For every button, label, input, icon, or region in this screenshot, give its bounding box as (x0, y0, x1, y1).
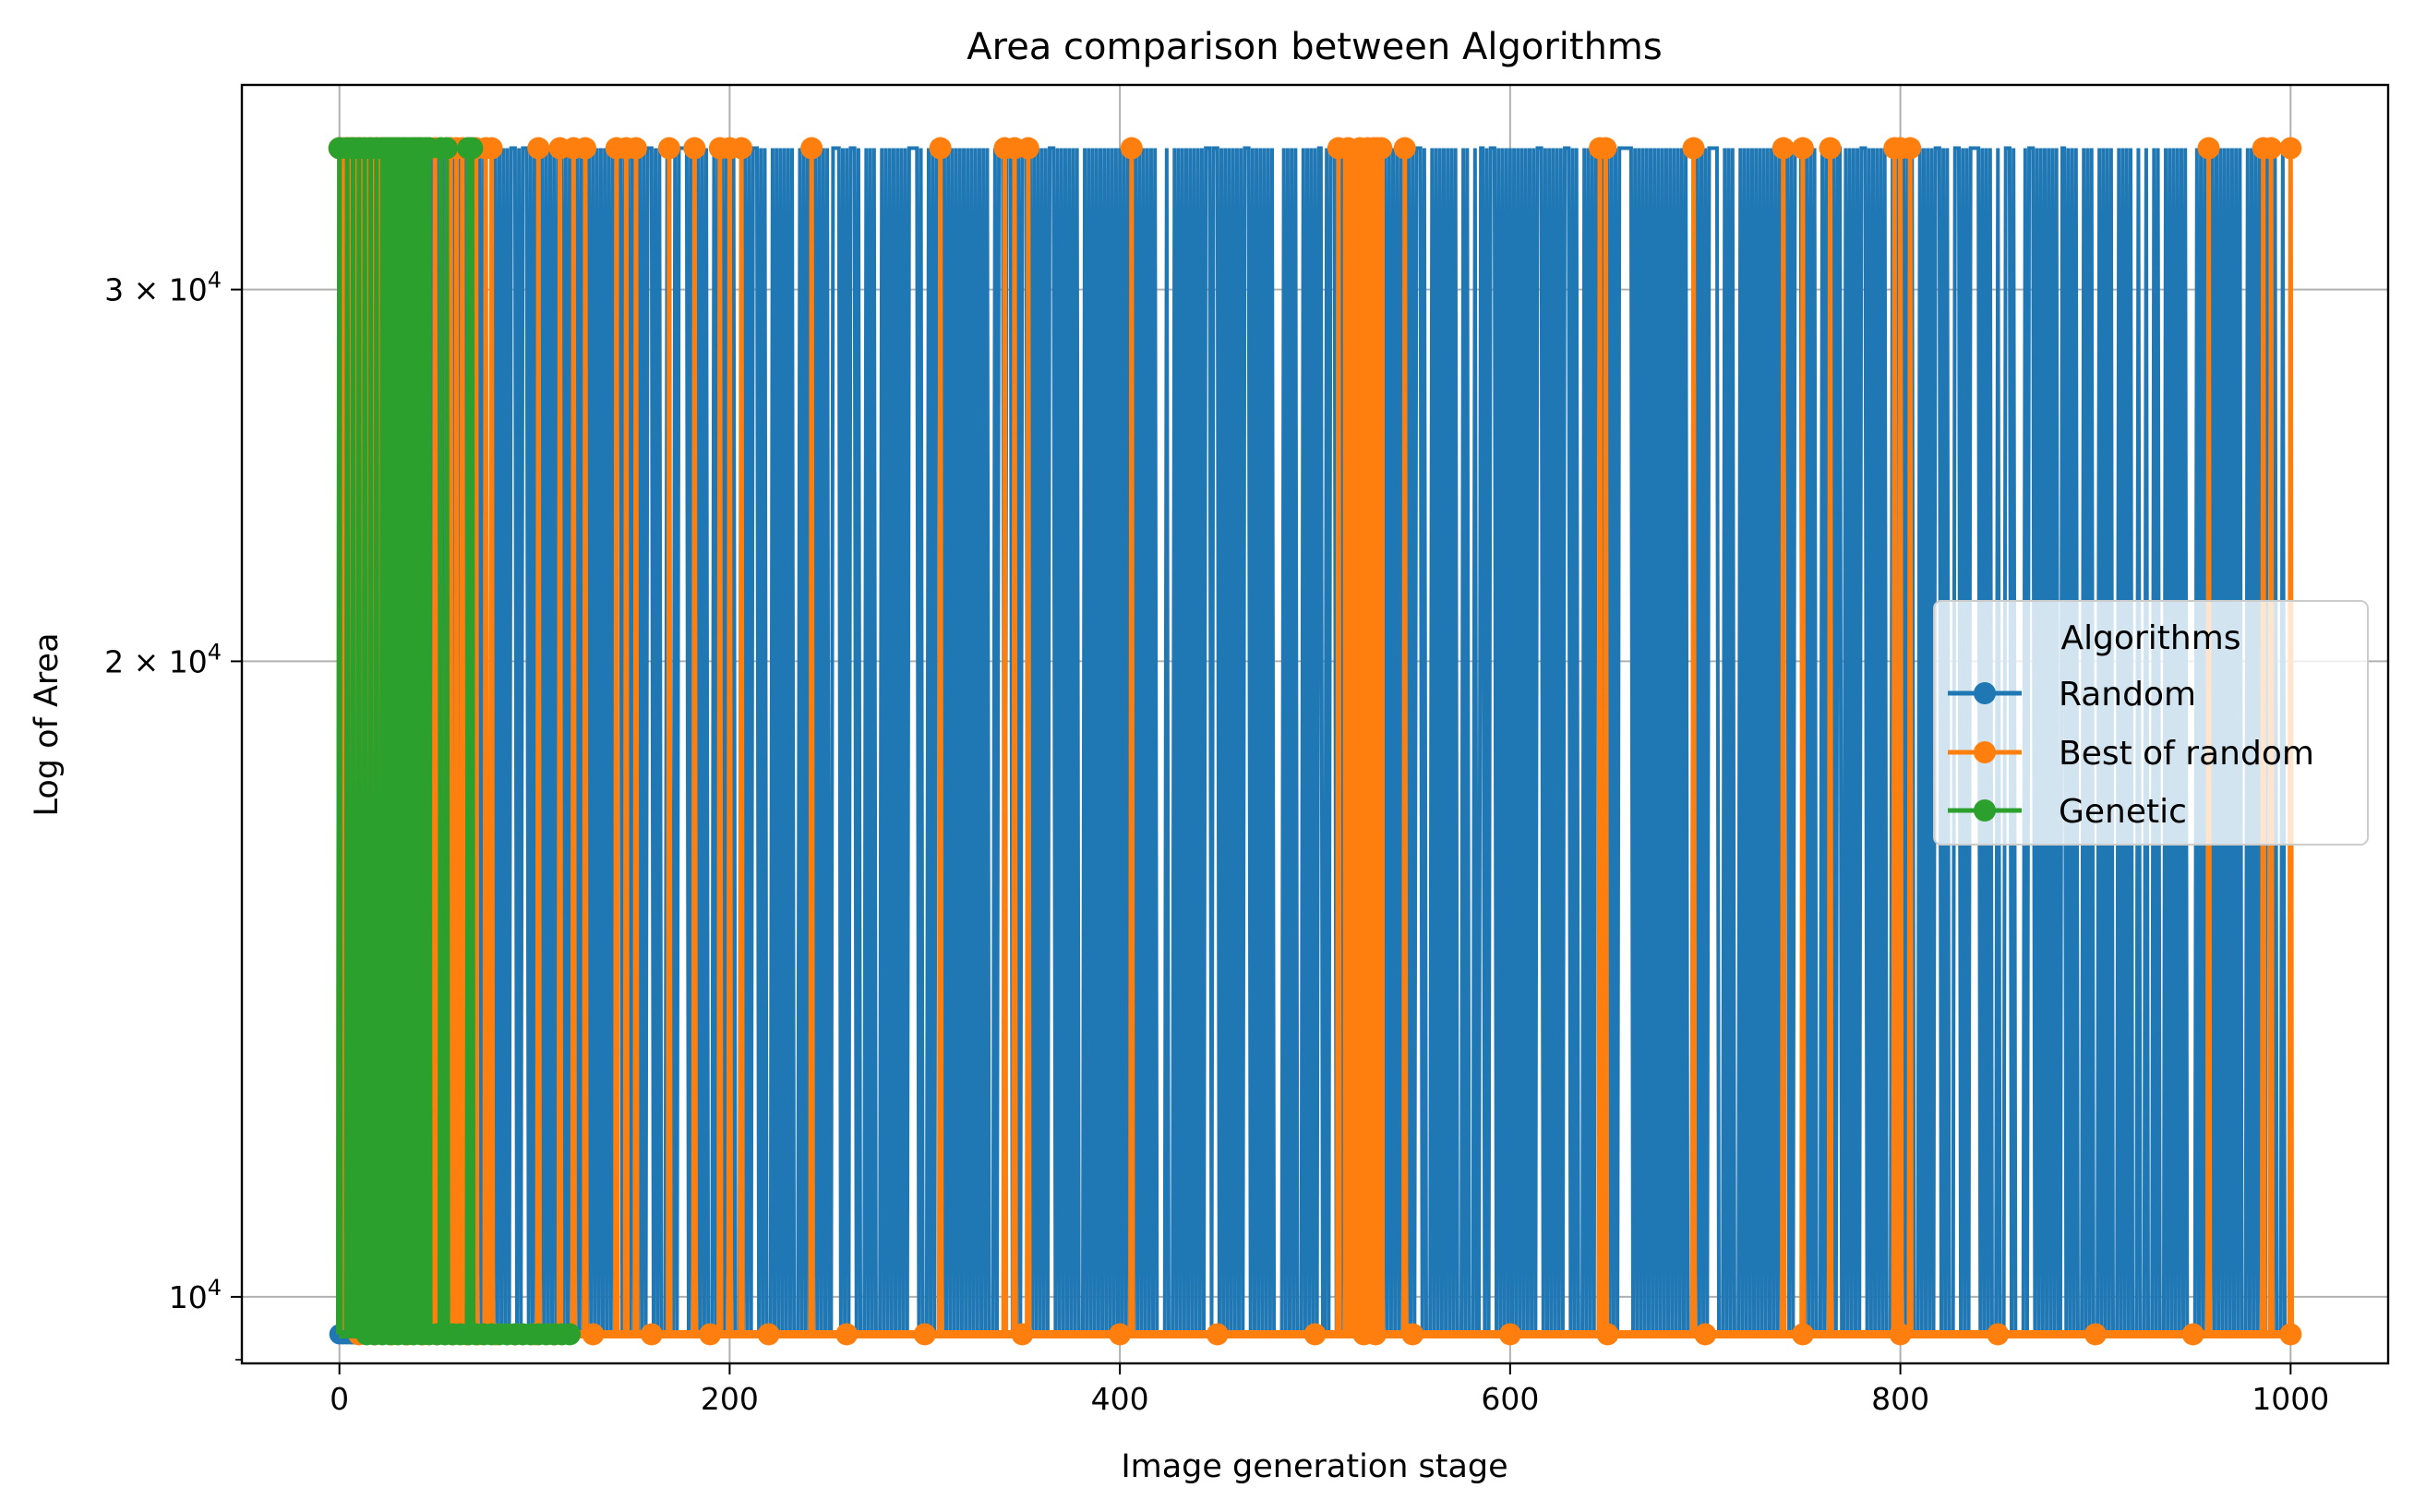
best-of-random-marker-high (2260, 137, 2283, 160)
plot-frame (240, 83, 2390, 1365)
best-of-random-marker-high (1819, 137, 1842, 160)
best-of-random-marker-high (1594, 137, 1617, 160)
legend-label-best-of-random: Best of random (2059, 735, 2314, 773)
best-of-random-marker-low (757, 1323, 780, 1346)
best-of-random-marker-high (683, 137, 706, 160)
best-of-random-marker-high (1016, 137, 1039, 160)
legend-label-genetic: Genetic (2059, 793, 2187, 831)
best-of-random-marker-low (1987, 1323, 2010, 1346)
best-of-random-marker-low (2084, 1323, 2107, 1346)
best-of-random-marker-high (1791, 137, 1814, 160)
legend-item-genetic: Genetic (1948, 793, 2187, 831)
best-of-random-marker-high (624, 137, 647, 160)
best-of-random-marker-low (1364, 1323, 1387, 1346)
x-axis-label: Image generation stage (1121, 1448, 1507, 1485)
chart-title: Area comparison between Algorithms (967, 26, 1662, 68)
y-tick-label: 3 × 104 (104, 268, 222, 308)
best-of-random-marker-low (1791, 1323, 1814, 1346)
series-genetic (328, 137, 582, 1346)
best-of-random-marker-low (640, 1323, 663, 1346)
best-of-random-marker-high (480, 137, 503, 160)
best-of-random-marker-low (1303, 1323, 1327, 1346)
x-tick-label: 200 (701, 1381, 759, 1417)
x-tick-label: 1000 (2252, 1381, 2329, 1417)
best-of-random-marker-low (835, 1323, 859, 1346)
best-of-random-marker-low (1401, 1323, 1424, 1346)
legend-title: Algorithms (2060, 619, 2240, 657)
best-of-random-marker-low (1011, 1323, 1034, 1346)
legend-box (1933, 600, 2369, 846)
best-of-random-marker-high (730, 137, 753, 160)
legend-label-random: Random (2059, 676, 2196, 714)
best-of-random-marker-low (582, 1323, 605, 1346)
best-of-random-marker-low (1694, 1323, 1717, 1346)
legend-marker-genetic (1974, 799, 1996, 822)
genetic-marker-high (461, 137, 484, 160)
axis-ticks: 0 200 400 600 800 1000 104 2 × 104 3 × 104 (104, 268, 2329, 1417)
series-layer (328, 137, 2302, 1346)
legend-item-random: Random (1948, 676, 2196, 714)
x-tick-label: 800 (1871, 1381, 1929, 1417)
y-axis-label: Log of Area (29, 632, 66, 816)
genetic-marker-low (558, 1323, 582, 1346)
best-of-random-marker-low (699, 1323, 722, 1346)
legend-marker-best-of-random (1974, 741, 1996, 763)
x-tick-label: 600 (1481, 1381, 1539, 1417)
best-of-random-marker-high (527, 137, 550, 160)
best-of-random-marker-high (2197, 137, 2220, 160)
best-of-random-marker-high (929, 137, 952, 160)
best-of-random-marker-high (657, 137, 680, 160)
legend-item-best-of-random: Best of random (1948, 735, 2314, 773)
best-of-random-marker-low (1109, 1323, 1132, 1346)
legend: Algorithms Random Best of random Genetic (1933, 600, 2369, 846)
best-of-random-marker-low (1498, 1323, 1521, 1346)
best-of-random-marker-high (1682, 137, 1705, 160)
best-of-random-marker-high (800, 137, 823, 160)
genetic-marker-high (435, 137, 458, 160)
legend-marker-random (1974, 682, 1996, 704)
best-of-random-marker-low (2181, 1323, 2204, 1346)
best-of-random-marker-low (1596, 1323, 1619, 1346)
x-tick-label: 0 (330, 1381, 349, 1417)
best-of-random-marker-high (1771, 137, 1795, 160)
best-of-random-marker-low (2279, 1323, 2302, 1346)
best-of-random-marker-low (913, 1323, 936, 1346)
best-of-random-marker-high (1899, 137, 1922, 160)
best-of-random-marker-high (1120, 137, 1143, 160)
best-of-random-marker-high (1393, 137, 1416, 160)
y-tick-label: 2 × 104 (104, 639, 222, 679)
best-of-random-marker-high (1370, 137, 1393, 160)
y-tick-label: 104 (169, 1275, 222, 1315)
best-of-random-marker-high (574, 137, 596, 160)
best-of-random-marker-low (1206, 1323, 1229, 1346)
best-of-random-marker-high (2279, 137, 2302, 160)
best-of-random-marker-low (1889, 1323, 1912, 1346)
x-tick-label: 400 (1091, 1381, 1149, 1417)
